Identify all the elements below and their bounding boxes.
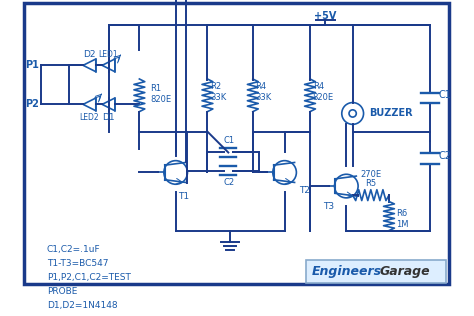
Text: P1: P1 (25, 60, 39, 70)
Text: C2: C2 (224, 178, 235, 187)
FancyBboxPatch shape (306, 259, 446, 283)
Text: R4: R4 (313, 82, 324, 91)
Text: T2: T2 (299, 186, 310, 195)
Text: 820E: 820E (150, 95, 172, 104)
Text: 1M: 1M (396, 220, 409, 229)
Text: D1: D1 (102, 112, 115, 122)
Text: +5V: +5V (314, 11, 337, 21)
Text: P2: P2 (25, 99, 39, 109)
Text: Garage: Garage (380, 265, 430, 278)
Text: T3: T3 (323, 202, 334, 210)
Text: 820E: 820E (313, 93, 334, 102)
Text: BUZZER: BUZZER (369, 108, 413, 118)
Text: 33K: 33K (210, 93, 227, 102)
FancyBboxPatch shape (24, 3, 449, 284)
Text: C2: C2 (439, 151, 452, 161)
Text: R1: R1 (150, 84, 161, 94)
Text: D2: D2 (83, 50, 96, 59)
Text: 270E: 270E (360, 170, 382, 179)
Text: R4: R4 (255, 82, 267, 91)
Text: 33K: 33K (255, 93, 272, 102)
Text: C1,C2=.1uF
T1-T3=BC547
P1,P2,C1,C2=TEST
PROBE
D1,D2=1N4148: C1,C2=.1uF T1-T3=BC547 P1,P2,C1,C2=TEST … (47, 245, 131, 310)
Text: C1: C1 (439, 90, 452, 100)
Text: R2: R2 (210, 82, 221, 91)
Text: LED2: LED2 (80, 112, 99, 122)
Text: R5: R5 (365, 179, 376, 188)
Text: C1: C1 (224, 136, 235, 145)
Text: T1: T1 (178, 191, 190, 201)
Text: Engineers: Engineers (312, 265, 382, 278)
Text: R6: R6 (396, 209, 408, 218)
Text: LED1: LED1 (99, 50, 118, 59)
